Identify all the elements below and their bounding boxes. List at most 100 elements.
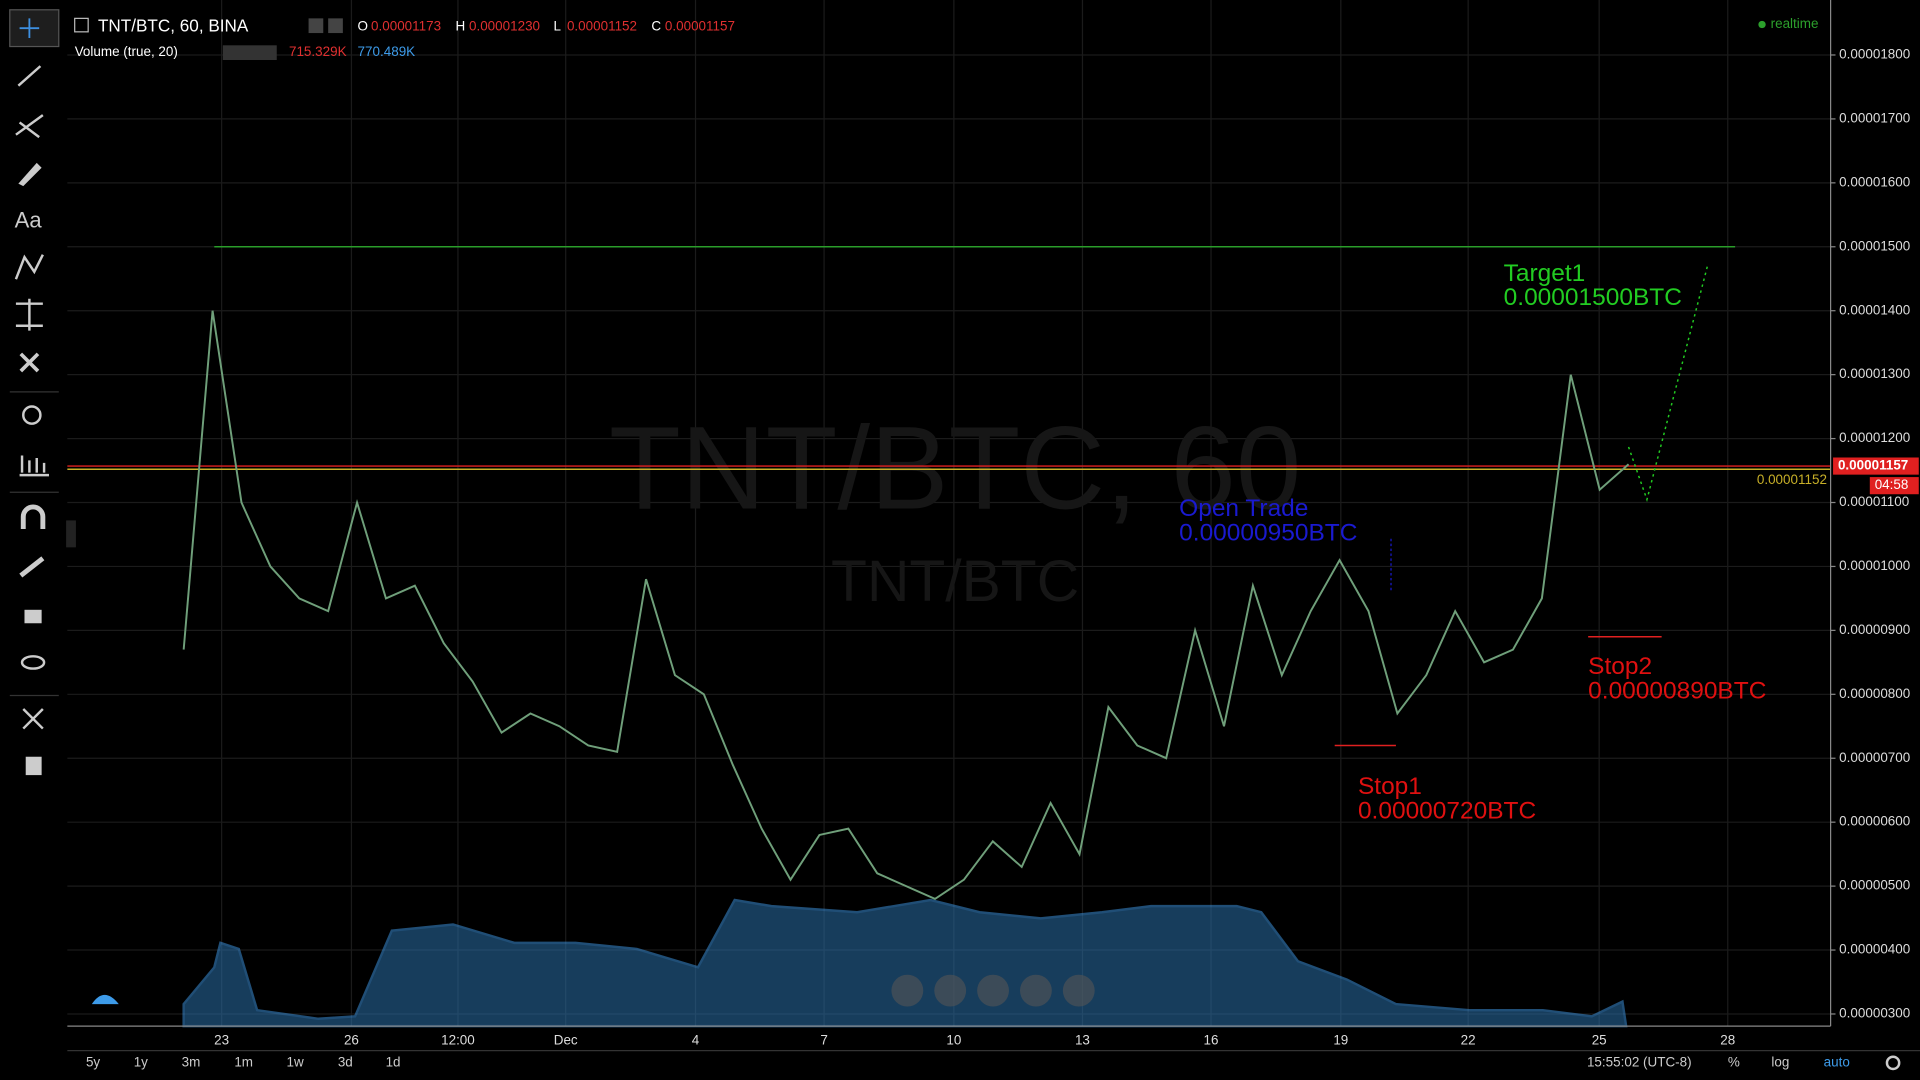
countdown: 04:58 — [1875, 477, 1909, 492]
hide-tool[interactable] — [20, 655, 46, 670]
zoom-in[interactable] — [1020, 974, 1052, 1007]
annotation: 0.00000950BTC — [1179, 519, 1357, 546]
watermark: TNT/BTC, 60 — [609, 403, 1301, 534]
y-tick-label: 0.00000600 — [1839, 814, 1910, 829]
y-tick-label: 0.00000300 — [1839, 1006, 1910, 1021]
remove-tool[interactable] — [19, 352, 40, 373]
x-tick-label: 19 — [1333, 1032, 1348, 1047]
y-tick-label: 0.00000700 — [1839, 750, 1910, 765]
range-button[interactable]: 1y — [134, 1054, 148, 1069]
ohlc-value: 0.00001173 — [371, 19, 441, 34]
range-button[interactable]: 1m — [234, 1054, 253, 1069]
collapse-box[interactable] — [74, 17, 89, 33]
x-tick-label: 22 — [1461, 1032, 1476, 1047]
x-tick-label: 23 — [214, 1032, 229, 1047]
volume-area — [182, 898, 1628, 1028]
axes: 0.00001800 0.00001700 0.00001600 0.00001500… — [214, 47, 1919, 1047]
annotation: 0.00001500BTC — [1504, 284, 1682, 311]
realtime-dot — [1758, 20, 1766, 29]
price-line — [182, 310, 1630, 901]
measure-tool[interactable] — [15, 298, 43, 331]
reset[interactable] — [977, 974, 1009, 1007]
ohlc-value: 0.00001152 — [567, 19, 637, 34]
volume-value: 715.329K — [289, 44, 347, 59]
x-tick-label: 28 — [1720, 1032, 1735, 1047]
volume-ma: 770.489K — [358, 44, 416, 59]
volume-icons[interactable] — [222, 45, 277, 60]
annotation: Stop1 — [1358, 773, 1422, 800]
y-tick-label: 0.00001200 — [1839, 430, 1910, 445]
x-tick-label: 26 — [344, 1032, 359, 1047]
stay-drawing-tool[interactable] — [19, 556, 45, 578]
volume-title[interactable]: Volume (true, 20) — [75, 44, 178, 59]
annotation: Stop2 — [1588, 653, 1652, 680]
x-tick-label: 25 — [1592, 1032, 1607, 1047]
y-tick-label: 0.00001400 — [1839, 302, 1910, 317]
zoom-tool[interactable] — [22, 405, 42, 425]
text-tool[interactable]: Aa — [15, 207, 43, 232]
level-label: 0.00001152 — [1757, 472, 1827, 487]
x-tick-label: 12:00 — [441, 1032, 475, 1047]
left-toolbar: Aa — [0, 0, 119, 1080]
symbol[interactable]: TNT/BTC, 60, BINA — [98, 15, 249, 35]
x-tick-label: 7 — [820, 1032, 827, 1047]
y-tick-label: 0.00000900 — [1839, 622, 1910, 637]
toolbar-bg — [0, 0, 62, 1080]
clock: 15:55:02 (UTC-8) — [1587, 1054, 1692, 1069]
ohlc-value: 0.00001230 — [469, 19, 540, 34]
ohlc: O 0.00001173 H 0.00001230 L 0.00001152 C 0.0000… — [358, 19, 735, 34]
watermark-sub: TNT/BTC — [831, 549, 1079, 614]
x-tick-label: 16 — [1204, 1032, 1219, 1047]
ohlc-value: 0.00001157 — [665, 19, 735, 34]
range-button[interactable]: 3m — [182, 1054, 201, 1069]
realtime: realtime — [1771, 16, 1819, 31]
fib-tool[interactable] — [15, 114, 44, 139]
logo — [91, 994, 119, 1005]
settings-tool[interactable] — [22, 708, 44, 730]
scale-toggle[interactable]: auto — [1824, 1054, 1850, 1069]
x-tick-label: 13 — [1075, 1032, 1090, 1047]
x-tick-label: Dec — [554, 1032, 578, 1047]
scale-toggle[interactable]: log — [1771, 1054, 1789, 1069]
scroll-right[interactable] — [1062, 974, 1095, 1007]
ohlc-key: L — [553, 19, 561, 34]
annotation: Target1 — [1504, 260, 1586, 287]
zoom-out[interactable] — [934, 974, 967, 1007]
scroll-left[interactable] — [891, 974, 924, 1007]
settings-icon[interactable] — [328, 18, 343, 34]
magnet-tool[interactable] — [20, 504, 46, 529]
eye-icon[interactable] — [308, 18, 324, 34]
price-badge-label: 0.00001157 — [1838, 458, 1908, 473]
pattern-tool[interactable] — [14, 254, 44, 280]
ruler-tool[interactable] — [19, 455, 49, 477]
settings-gear[interactable] — [1885, 1055, 1901, 1071]
projection — [1627, 263, 1709, 503]
range-button[interactable]: 1w — [287, 1054, 304, 1069]
y-tick-label: 0.00001700 — [1839, 110, 1910, 125]
y-tick-label: 0.00001000 — [1839, 558, 1910, 573]
trend-line-tool[interactable] — [17, 65, 42, 87]
y-tick-label: 0.00001600 — [1839, 174, 1910, 189]
brush-tool[interactable] — [18, 162, 42, 187]
y-tick-label: 0.00000800 — [1839, 686, 1910, 701]
annotation: Open Trade — [1179, 495, 1308, 522]
range-button[interactable]: 5y — [86, 1054, 100, 1069]
header: TNT/BTC, 60, BINA O 0.00001173 H 0.00001230… — [74, 15, 1819, 60]
price-badge — [1833, 457, 1919, 475]
annotation: 0.00000720BTC — [1358, 797, 1536, 824]
collapse-toggle[interactable] — [66, 520, 76, 548]
ohlc-key: O — [358, 19, 368, 34]
nav-buttons — [891, 974, 1095, 1007]
x-tick-label: 4 — [692, 1032, 700, 1047]
lock-tool[interactable] — [24, 609, 42, 624]
y-tick-label: 0.00001300 — [1839, 366, 1910, 381]
annotation: 0.00000890BTC — [1588, 677, 1766, 704]
range-button[interactable]: 1d — [386, 1054, 401, 1069]
y-tick-label: 0.00001500 — [1839, 238, 1910, 253]
range-button[interactable]: 3d — [338, 1054, 353, 1069]
y-tick-label: 0.00001800 — [1839, 47, 1910, 62]
trash-tool[interactable] — [25, 756, 42, 776]
scale-toggle[interactable]: % — [1728, 1054, 1740, 1069]
